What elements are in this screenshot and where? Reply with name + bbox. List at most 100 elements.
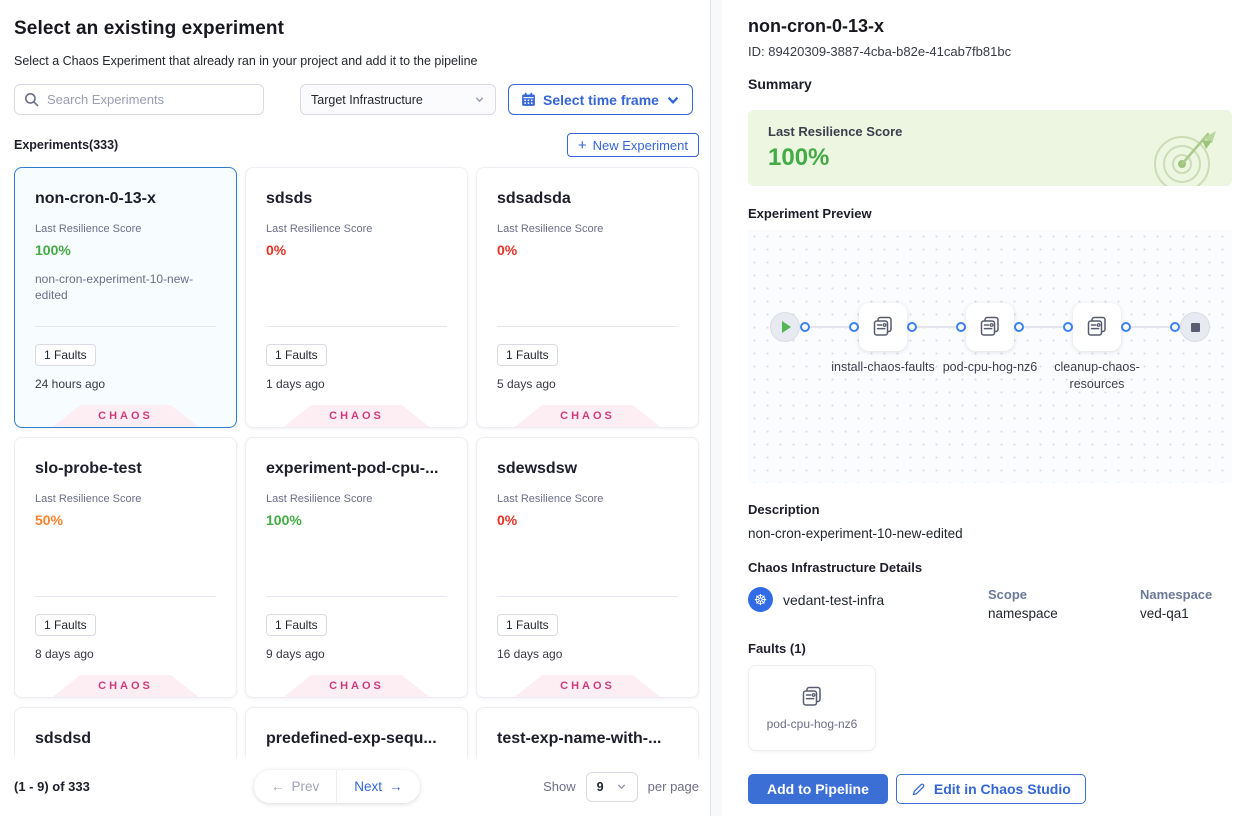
connector-dot — [800, 322, 810, 332]
card-divider — [266, 326, 447, 327]
description-heading: Description — [748, 502, 820, 517]
score-label: Last Resilience Score — [497, 223, 604, 235]
scope-value: namespace — [988, 606, 1058, 621]
card-divider — [35, 326, 216, 327]
stop-icon — [1190, 322, 1200, 332]
pipeline-connector — [907, 322, 966, 332]
experiment-card-non-cron-0-13-x[interactable]: non-cron-0-13-x Last Resilience Score 10… — [14, 167, 237, 428]
action-buttons: Add to Pipeline Edit in Chaos Studio — [748, 774, 1232, 804]
play-icon — [782, 321, 791, 333]
last-run-time: 8 days ago — [35, 647, 94, 661]
experiment-id: ID: 89420309-3887-4cba-b82e-41cab7fb81bc — [748, 44, 1012, 59]
experiment-description: non-cron-experiment-10-new-edited — [35, 272, 194, 303]
time-frame-button[interactable]: Select time frame — [508, 84, 693, 115]
edit-in-chaos-studio-button[interactable]: Edit in Chaos Studio — [895, 774, 1086, 804]
infrastructure-details: ☸ vedant-test-infra Scope namespace Name… — [748, 587, 1232, 621]
experiment-name: non-cron-0-13-x — [35, 190, 156, 207]
pipeline: install-chaos-faults pod-cpu-hog-nz6 — [748, 230, 1232, 391]
faults-chip: 1 Faults — [497, 614, 558, 636]
experiment-card-sdewsdsw[interactable]: sdewsdsw Last Resilience Score 0% 1 Faul… — [476, 437, 699, 698]
plus-icon: + — [577, 136, 587, 154]
chaos-tag: CHAOS — [52, 675, 199, 697]
page-size-select[interactable]: 9 — [585, 771, 638, 802]
namespace-label: Namespace — [1140, 587, 1213, 602]
experiment-card-test-exp-name-with[interactable]: test-exp-name-with-... — [476, 707, 699, 761]
fault-icon — [802, 686, 821, 706]
faults-heading: Faults (1) — [748, 641, 806, 656]
infrastructure-name: vedant-test-infra — [783, 591, 885, 608]
search-input[interactable] — [14, 84, 264, 115]
experiment-card-predefined-exp-sequ[interactable]: predefined-exp-sequ... — [245, 707, 468, 761]
experiment-name: sdewsdsw — [497, 460, 578, 477]
page-title: Select an existing experiment — [14, 18, 285, 39]
edit-button-label: Edit in Chaos Studio — [933, 781, 1071, 797]
summary-heading: Summary — [748, 76, 812, 92]
target-icon — [1154, 131, 1216, 186]
prev-page-button[interactable]: ← Prev — [254, 770, 338, 803]
infrastructure-heading: Chaos Infrastructure Details — [748, 560, 923, 575]
score-value: 0% — [497, 242, 518, 258]
resilience-score-label: Last Resilience Score — [768, 124, 903, 139]
chaos-tag: CHAOS — [52, 405, 199, 427]
calendar-icon — [522, 92, 535, 106]
page-size-value: 9 — [596, 779, 604, 794]
experiment-detail-panel: non-cron-0-13-x ID: 89420309-3887-4cba-b… — [722, 0, 1248, 816]
score-value: 0% — [497, 512, 518, 528]
connector-dot — [849, 322, 859, 332]
pencil-icon — [912, 783, 925, 795]
add-to-pipeline-button[interactable]: Add to Pipeline — [748, 774, 888, 804]
pipeline-node-label: cleanup-chaos-resources — [1054, 360, 1140, 391]
connector-dot — [1014, 322, 1024, 332]
experiment-step-icon — [1087, 316, 1106, 336]
description-value: non-cron-experiment-10-new-edited — [748, 526, 963, 541]
score-label: Last Resilience Score — [35, 223, 142, 235]
infrastructure-filter-value: Target Infrastructure — [311, 92, 423, 107]
score-value: 100% — [266, 512, 302, 528]
score-label: Last Resilience Score — [266, 223, 373, 235]
faults-chip: 1 Faults — [497, 344, 558, 366]
search-box — [14, 84, 264, 115]
pipeline-end-node — [1180, 312, 1210, 342]
last-run-time: 9 days ago — [266, 647, 325, 661]
next-label: Next — [354, 779, 383, 794]
faults-chip: 1 Faults — [35, 614, 96, 636]
list-header: Experiments(333) + New Experiment — [14, 133, 699, 157]
scope-label: Scope — [988, 587, 1028, 602]
arrow-left-icon: ← — [271, 779, 285, 794]
experiment-card-experiment-pod-cpu[interactable]: experiment-pod-cpu-... Last Resilience S… — [245, 437, 468, 698]
experiment-step-icon — [980, 316, 999, 336]
last-run-time: 24 hours ago — [35, 377, 106, 391]
chevron-down-icon — [667, 96, 679, 104]
pipeline-connector — [1014, 322, 1073, 332]
connector-dot — [1121, 322, 1131, 332]
experiment-name: predefined-exp-sequ... — [266, 730, 437, 747]
connector-dot — [1170, 322, 1180, 332]
chevron-down-icon — [617, 784, 625, 790]
last-run-time: 16 days ago — [497, 647, 563, 661]
experiment-name: experiment-pod-cpu-... — [266, 460, 439, 477]
connector-dot — [956, 322, 966, 332]
experiment-card-sdsdsd[interactable]: sdsdsd — [14, 707, 237, 761]
pagination-bar: (1 - 9) of 333 ← Prev Next → Show 9 per … — [14, 757, 699, 816]
card-divider — [497, 596, 678, 597]
last-run-time: 1 days ago — [266, 377, 325, 391]
experiment-name: sdsdsd — [35, 730, 92, 747]
chaos-tag: CHAOS — [283, 405, 430, 427]
fault-card: pod-cpu-hog-nz6 — [748, 665, 876, 751]
pipeline-start-node — [770, 312, 800, 342]
infrastructure-filter-select[interactable]: Target Infrastructure — [300, 84, 496, 115]
card-divider — [35, 596, 216, 597]
pipeline-connector — [800, 322, 859, 332]
resilience-score-banner: Last Resilience Score 100% — [748, 110, 1232, 186]
experiment-card-sdsds[interactable]: sdsds Last Resilience Score 0% 1 Faults … — [245, 167, 468, 428]
panel-divider — [710, 0, 722, 816]
experiment-card-slo-probe-test[interactable]: slo-probe-test Last Resilience Score 50%… — [14, 437, 237, 698]
score-label: Last Resilience Score — [266, 493, 373, 505]
next-page-button[interactable]: Next → — [337, 770, 420, 803]
new-experiment-button[interactable]: + New Experiment — [566, 133, 699, 157]
last-run-time: 5 days ago — [497, 377, 556, 391]
pipeline-node-label: install-chaos-faults — [831, 360, 935, 374]
chevron-down-icon — [475, 97, 484, 103]
experiment-card-sdsadsda[interactable]: sdsadsda Last Resilience Score 0% 1 Faul… — [476, 167, 699, 428]
